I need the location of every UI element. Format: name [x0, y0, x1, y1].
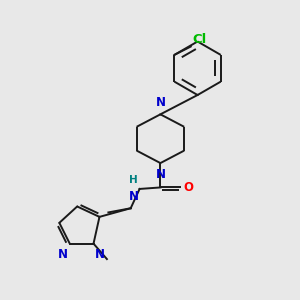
Text: N: N: [155, 96, 165, 109]
Text: H: H: [129, 176, 138, 185]
Text: N: N: [155, 168, 165, 181]
Text: N: N: [95, 248, 105, 261]
Text: N: N: [58, 248, 68, 261]
Text: N: N: [129, 190, 139, 202]
Text: Cl: Cl: [192, 33, 206, 46]
Text: O: O: [183, 181, 193, 194]
